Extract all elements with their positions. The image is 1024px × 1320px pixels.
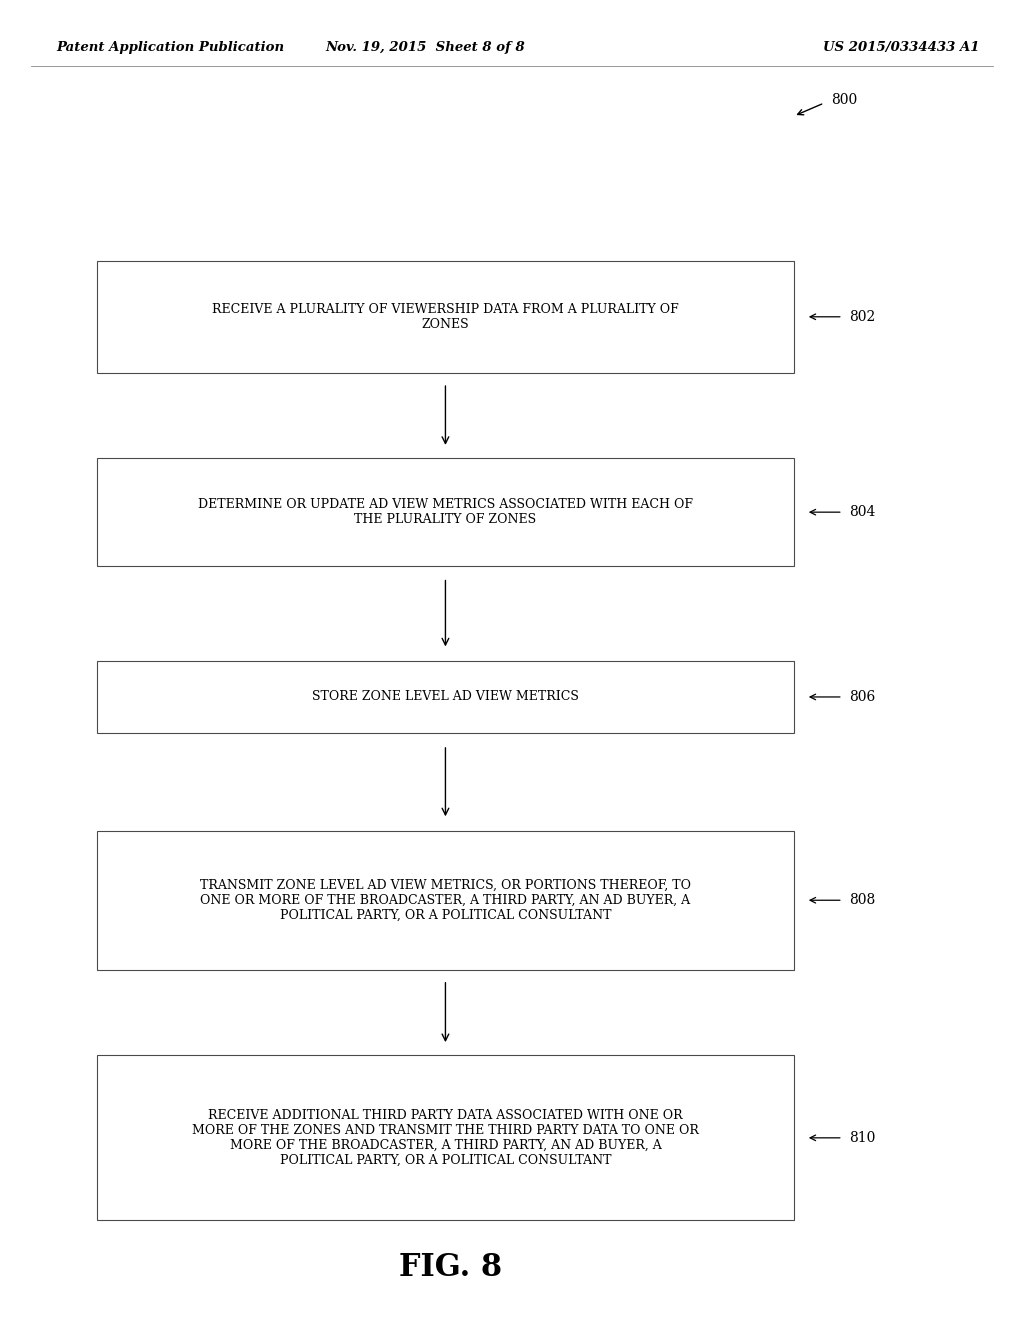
Bar (97, 458, 794, 566)
Text: 806: 806 (849, 690, 876, 704)
Text: FIG. 8: FIG. 8 (399, 1251, 502, 1283)
Text: 802: 802 (849, 310, 876, 323)
Text: Patent Application Publication: Patent Application Publication (56, 41, 285, 54)
Text: RECEIVE A PLURALITY OF VIEWERSHIP DATA FROM A PLURALITY OF
ZONES: RECEIVE A PLURALITY OF VIEWERSHIP DATA F… (212, 302, 679, 331)
Text: US 2015/0334433 A1: US 2015/0334433 A1 (823, 41, 979, 54)
Text: TRANSMIT ZONE LEVEL AD VIEW METRICS, OR PORTIONS THEREOF, TO
ONE OR MORE OF THE : TRANSMIT ZONE LEVEL AD VIEW METRICS, OR … (200, 879, 691, 921)
Bar (97, 832, 794, 969)
Text: 810: 810 (849, 1131, 876, 1144)
Text: RECEIVE ADDITIONAL THIRD PARTY DATA ASSOCIATED WITH ONE OR
MORE OF THE ZONES AND: RECEIVE ADDITIONAL THIRD PARTY DATA ASSO… (193, 1109, 698, 1167)
Bar (97, 261, 794, 372)
Text: DETERMINE OR UPDATE AD VIEW METRICS ASSOCIATED WITH EACH OF
THE PLURALITY OF ZON: DETERMINE OR UPDATE AD VIEW METRICS ASSO… (198, 498, 693, 527)
Text: STORE ZONE LEVEL AD VIEW METRICS: STORE ZONE LEVEL AD VIEW METRICS (312, 690, 579, 704)
Text: Nov. 19, 2015  Sheet 8 of 8: Nov. 19, 2015 Sheet 8 of 8 (325, 41, 525, 54)
Text: 808: 808 (849, 894, 876, 907)
Text: 804: 804 (849, 506, 876, 519)
Bar (97, 1056, 794, 1220)
Bar (97, 661, 794, 734)
Text: 800: 800 (831, 94, 858, 107)
